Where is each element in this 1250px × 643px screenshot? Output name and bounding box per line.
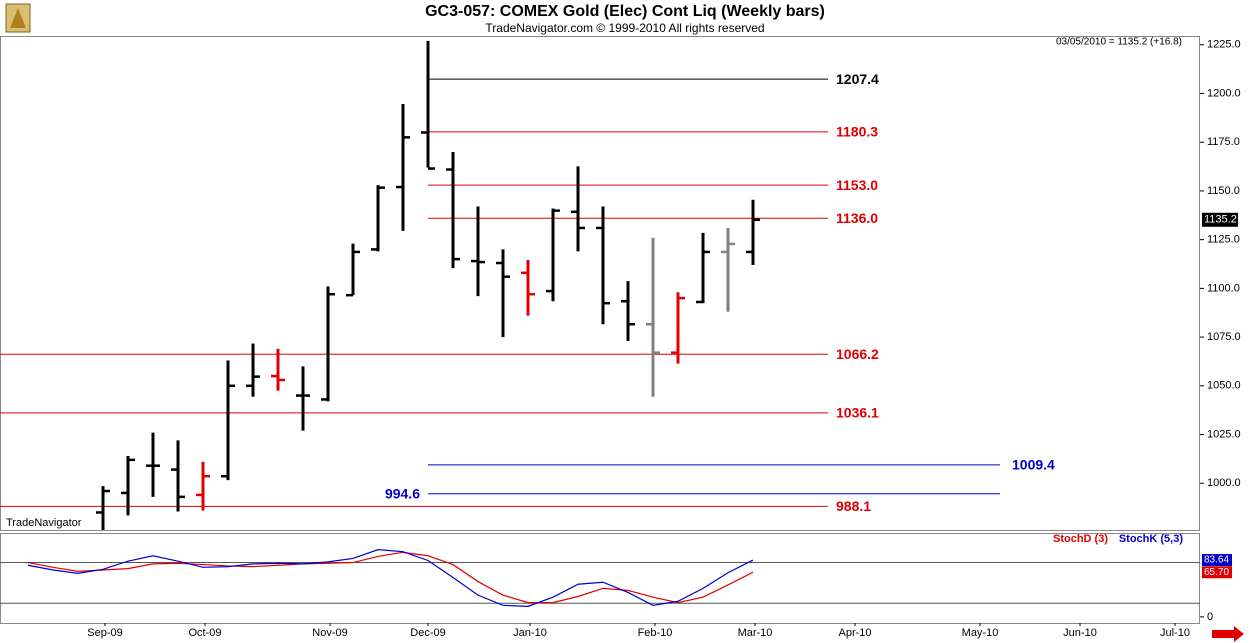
level-label: 988.1 bbox=[836, 498, 871, 514]
price-panel bbox=[0, 36, 1200, 531]
x-tick-label: Sep-09 bbox=[87, 627, 122, 639]
x-tick-label: Jan-10 bbox=[513, 627, 547, 639]
x-tick-label: May-10 bbox=[962, 627, 999, 639]
stoch-line bbox=[27, 549, 754, 607]
stoch-panel bbox=[0, 533, 1200, 624]
stoch-badge bbox=[1202, 554, 1232, 567]
last-price-badge bbox=[1202, 212, 1238, 227]
x-tick-label: Feb-10 bbox=[638, 627, 673, 639]
stoch-badge bbox=[1202, 566, 1232, 579]
x-tick-label: Mar-10 bbox=[738, 627, 773, 639]
chart-subtitle: TradeNavigator.com © 1999-2010 All right… bbox=[485, 21, 764, 35]
legend-entry: StochD (3) bbox=[1053, 533, 1108, 545]
legend-entry: StochK (5,3) bbox=[1119, 533, 1184, 545]
level-label: 1153.0 bbox=[836, 177, 878, 193]
level-label: 994.6 bbox=[385, 485, 420, 501]
y-tick-label: 1000.0 bbox=[1207, 477, 1241, 489]
y-tick-label: 1225.0 bbox=[1207, 39, 1241, 51]
level-label: 1066.2 bbox=[836, 346, 879, 362]
level-label: 1207.4 bbox=[836, 71, 879, 87]
x-tick-label: Nov-09 bbox=[312, 627, 347, 639]
level-label: 1009.4 bbox=[1012, 457, 1055, 473]
y-tick-label: 1100.0 bbox=[1207, 282, 1240, 294]
y-tick-label: 1025.0 bbox=[1207, 428, 1241, 440]
stoch-badge-label: 65.70 bbox=[1204, 567, 1229, 578]
y-tick-label: 1150.0 bbox=[1207, 185, 1240, 197]
logo bbox=[5, 3, 31, 33]
level-label: 1136.0 bbox=[836, 210, 878, 226]
stoch-tick-label: 0 bbox=[1207, 611, 1213, 623]
level-label: 1180.3 bbox=[836, 124, 878, 140]
y-tick-label: 1125.0 bbox=[1207, 234, 1240, 246]
x-tick-label: Dec-09 bbox=[410, 627, 445, 639]
scroll-arrow[interactable] bbox=[1212, 626, 1244, 642]
level-label: 1036.1 bbox=[836, 405, 879, 421]
last-price-label: 1135.2 bbox=[1204, 214, 1237, 226]
y-tick-label: 1075.0 bbox=[1207, 331, 1241, 343]
watermark: TradeNavigator bbox=[6, 517, 82, 529]
chart-title: GC3-057: COMEX Gold (Elec) Cont Liq (Wee… bbox=[425, 3, 825, 20]
x-tick-label: Jul-10 bbox=[1160, 627, 1190, 639]
x-tick-label: Oct-09 bbox=[188, 627, 221, 639]
stoch-badge-label: 83.64 bbox=[1204, 555, 1229, 566]
x-tick-label: Jun-10 bbox=[1063, 627, 1097, 639]
stoch-line bbox=[27, 551, 754, 604]
y-tick-label: 1175.0 bbox=[1207, 136, 1240, 148]
y-tick-label: 1050.0 bbox=[1207, 380, 1241, 392]
x-tick-label: Apr-10 bbox=[838, 627, 871, 639]
y-tick-label: 1200.0 bbox=[1207, 87, 1241, 99]
last-info: 03/05/2010 = 1135.2 (+16.8) bbox=[1056, 37, 1182, 48]
